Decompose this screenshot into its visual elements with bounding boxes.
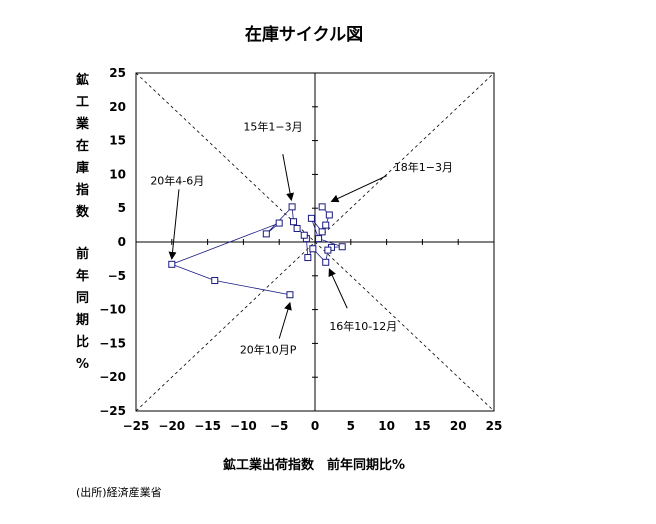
x-tick-label: 25: [486, 419, 503, 433]
annotation-arrow: [330, 175, 387, 203]
x-axis-label: 鉱工業出荷指数 前年同期比%: [223, 457, 405, 473]
data-point: [307, 214, 315, 222]
data-point: [322, 258, 330, 266]
data-point: [293, 224, 301, 232]
y-tick-label: 25: [109, 66, 126, 80]
data-point: [168, 260, 176, 268]
y-tick-label: 20: [109, 100, 126, 114]
y-tick-label: 10: [109, 167, 126, 181]
data-point: [338, 243, 346, 251]
data-point: [318, 203, 326, 211]
annotation-label: 18年1−3月: [394, 160, 453, 174]
annotation-label: 20年10月P: [240, 343, 297, 357]
y-axis-label-top: 鉱工業在庫指数: [75, 72, 90, 220]
y-tick-label: −5: [108, 269, 126, 283]
series-line: [170, 205, 343, 296]
data-point: [275, 219, 283, 227]
annotation-label: 20年4-6月: [150, 174, 204, 188]
annotation-arrow: [278, 301, 292, 339]
data-point: [288, 203, 296, 211]
data-point: [286, 291, 294, 299]
data-point: [315, 235, 323, 243]
y-tick-label: −10: [99, 303, 126, 317]
y-label-char: 比: [76, 334, 89, 350]
x-tick-label: 15: [414, 419, 431, 433]
y-tick-label: 5: [118, 201, 126, 215]
annotation-arrow: [168, 189, 180, 260]
y-label-char: %: [76, 357, 89, 372]
annotations: 15年1−3月 18年1−3月 20年4-6月 16年10-12月 20年10月P: [150, 119, 453, 356]
data-point: [300, 231, 308, 239]
data-point: [211, 277, 219, 285]
y-label-char: 年: [76, 268, 89, 284]
x-tick-label: −25: [123, 419, 150, 433]
x-tick-label: −20: [158, 419, 185, 433]
y-label-char: 数: [76, 204, 90, 220]
y-label-char: 在: [76, 138, 89, 154]
data-point: [309, 245, 317, 253]
x-tick-label: 5: [347, 419, 355, 433]
x-tick-label: −10: [230, 419, 257, 433]
x-tick-label: 10: [378, 419, 395, 433]
y-label-char: 鉱: [76, 72, 89, 88]
x-tick-label: −15: [194, 419, 221, 433]
chart-title: 在庫サイクル図: [245, 24, 363, 45]
y-label-char: 前: [76, 246, 89, 262]
y-label-char: 指: [76, 182, 89, 198]
data-point: [318, 228, 326, 236]
x-tick-label: 0: [311, 419, 319, 433]
data-point: [290, 218, 298, 226]
series-path: [170, 205, 343, 296]
y-tick-label: −25: [99, 404, 126, 418]
y-axis-label-bottom: 前年同期比%: [76, 246, 89, 372]
annotation-label: 15年1−3月: [243, 119, 302, 133]
x-axis-ticks: −25 −20 −15 −10 −5 0 5 10 15 20 25: [123, 239, 503, 433]
annotation-arrow: [328, 268, 348, 309]
annotation-label: 16年10-12月: [329, 319, 397, 333]
series-points: [168, 203, 346, 299]
annotation-arrow: [282, 154, 295, 202]
y-tick-label: 0: [118, 235, 126, 249]
y-tick-label: −20: [99, 370, 126, 384]
y-label-char: 工: [76, 95, 89, 110]
y-tick-label: −15: [99, 336, 126, 350]
y-axis-ticks: 25 20 15 10 5 0 −5 −10 −15 −20 −25: [99, 66, 318, 418]
data-point: [325, 211, 333, 219]
data-point: [304, 254, 312, 262]
y-label-char: 業: [75, 116, 90, 132]
y-label-char: 期: [76, 313, 89, 328]
data-point: [322, 221, 330, 229]
data-point: [324, 246, 332, 254]
y-label-char: 同: [76, 291, 89, 306]
y-label-char: 庫: [76, 160, 89, 176]
y-tick-label: 15: [109, 134, 126, 148]
source-note: (出所)経済産業省: [76, 486, 162, 499]
data-point: [262, 230, 270, 238]
x-tick-label: 20: [450, 419, 467, 433]
x-tick-label: −5: [270, 419, 288, 433]
